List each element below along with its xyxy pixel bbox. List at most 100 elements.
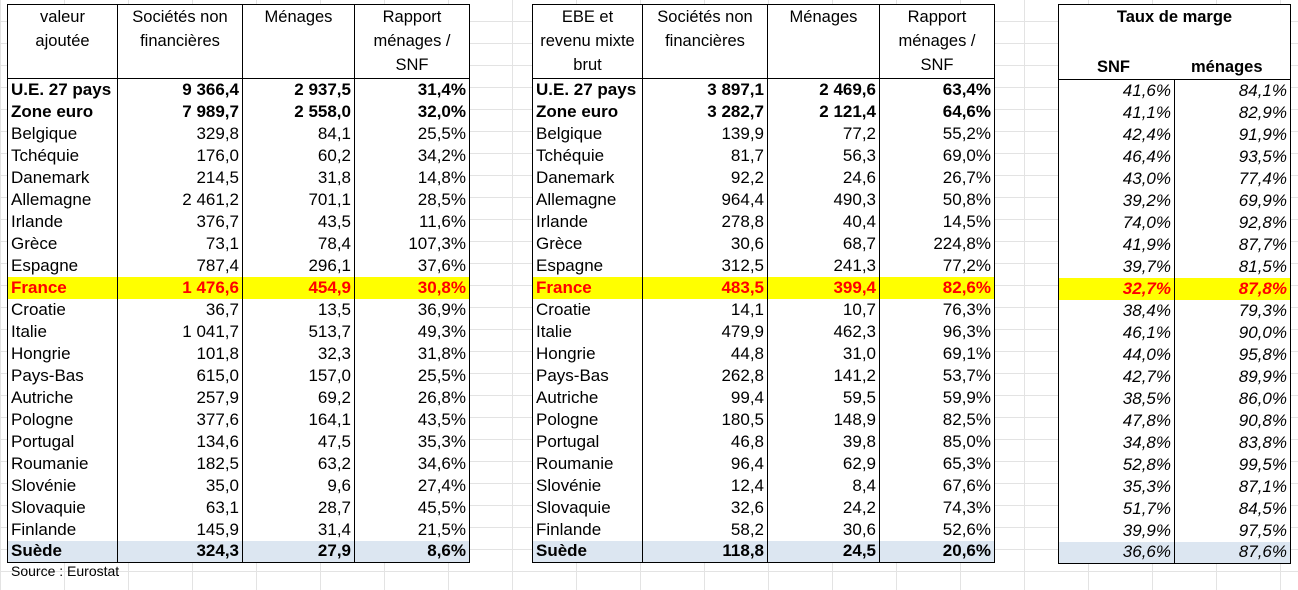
menages-cell: 24,5 xyxy=(767,540,880,563)
snf-cell: 2 461,2 xyxy=(117,188,243,211)
snf-cell: 14,1 xyxy=(642,298,768,321)
snf-rate-cell: 46,4% xyxy=(1058,145,1175,168)
rapport-cell: 224,8% xyxy=(879,232,995,255)
snf-cell: 3 897,1 xyxy=(642,78,768,101)
rapport-cell: 37,6% xyxy=(354,254,470,277)
table-row: Roumanie 182,5 63,2 34,6% xyxy=(7,452,470,475)
menages-cell: 2 121,4 xyxy=(767,100,880,123)
table-row: Suède 118,8 24,5 20,6% xyxy=(532,540,995,563)
snf-rate-cell: 43,0% xyxy=(1058,167,1175,190)
snf-cell: 9 366,4 xyxy=(117,78,243,101)
snf-cell: 44,8 xyxy=(642,342,768,365)
rapport-cell: 34,6% xyxy=(354,452,470,475)
menages-cell: 296,1 xyxy=(242,254,355,277)
menages-cell: 47,5 xyxy=(242,430,355,453)
rapport-cell: 82,6% xyxy=(879,276,995,299)
table-row: Roumanie 96,4 62,9 65,3% xyxy=(532,452,995,475)
table-row: Slovaquie 32,6 24,2 74,3% xyxy=(532,496,995,519)
rapport-cell: 32,0% xyxy=(354,100,470,123)
snf-cell: 81,7 xyxy=(642,144,768,167)
rapport-cell: 63,4% xyxy=(879,78,995,101)
menages-rate-cell: 97,5% xyxy=(1174,519,1291,542)
rapport-cell: 76,3% xyxy=(879,298,995,321)
table-row: Tchéquie 81,7 56,3 69,0% xyxy=(532,144,995,167)
country-cell: Grèce xyxy=(532,232,643,255)
snf-cell: 36,7 xyxy=(117,298,243,321)
country-cell: Pologne xyxy=(7,408,118,431)
rapport-cell: 69,1% xyxy=(879,342,995,365)
rapport-cell: 69,0% xyxy=(879,144,995,167)
rapport-cell: 14,8% xyxy=(354,166,470,189)
snf-cell: 32,6 xyxy=(642,496,768,519)
menages-cell: 84,1 xyxy=(242,122,355,145)
snf-cell: 101,8 xyxy=(117,342,243,365)
rapport-cell: 49,3% xyxy=(354,320,470,343)
country-cell: Finlande xyxy=(532,518,643,541)
country-cell: Pays-Bas xyxy=(532,364,643,387)
snf-cell: 35,0 xyxy=(117,474,243,497)
snf-cell: 63,1 xyxy=(117,496,243,519)
table-row: Danemark 214,5 31,8 14,8% xyxy=(7,166,470,189)
table-row: Pays-Bas 262,8 141,2 53,7% xyxy=(532,364,995,387)
rapport-cell: 27,4% xyxy=(354,474,470,497)
rapport-cell: 25,5% xyxy=(354,364,470,387)
snf-rate-cell: 39,9% xyxy=(1058,519,1175,542)
table-row: Slovénie 12,4 8,4 67,6% xyxy=(532,474,995,497)
country-cell: Slovénie xyxy=(7,474,118,497)
rapport-cell: 14,5% xyxy=(879,210,995,233)
menages-cell: 56,3 xyxy=(767,144,880,167)
country-cell: Suède xyxy=(532,540,643,563)
snf-cell: 262,8 xyxy=(642,364,768,387)
rapport-cell: 59,9% xyxy=(879,386,995,409)
table-row: Belgique 139,9 77,2 55,2% xyxy=(532,122,995,145)
snf-cell: 278,8 xyxy=(642,210,768,233)
snf-cell: 134,6 xyxy=(117,430,243,453)
table-row: Finlande 58,2 30,6 52,6% xyxy=(532,518,995,541)
country-cell: Autriche xyxy=(532,386,643,409)
country-cell: Zone euro xyxy=(532,100,643,123)
value-added-table: valeur ajoutée Sociétés non financières … xyxy=(7,4,470,563)
menages-rate-cell: 87,6% xyxy=(1174,541,1291,564)
table-row: Irlande 278,8 40,4 14,5% xyxy=(532,210,995,233)
country-cell: France xyxy=(532,276,643,299)
menages-rate-cell: 81,5% xyxy=(1174,255,1291,278)
snf-rate-cell: 42,7% xyxy=(1058,365,1175,388)
menages-cell: 39,8 xyxy=(767,430,880,453)
table-row: U.E. 27 pays 3 897,1 2 469,6 63,4% xyxy=(532,78,995,101)
menages-rate-cell: 87,8% xyxy=(1174,277,1291,300)
value-added-header-row: valeur ajoutée Sociétés non financières … xyxy=(7,4,470,79)
rapport-cell: 53,7% xyxy=(879,364,995,387)
menages-cell: 8,4 xyxy=(767,474,880,497)
country-cell: Autriche xyxy=(7,386,118,409)
table-row: Autriche 257,9 69,2 26,8% xyxy=(7,386,470,409)
rapport-cell: 11,6% xyxy=(354,210,470,233)
rapport-cell: 26,8% xyxy=(354,386,470,409)
snf-rate-cell: 41,9% xyxy=(1058,233,1175,256)
table-row: Pologne 377,6 164,1 43,5% xyxy=(7,408,470,431)
table-row: 39,9% 97,5% xyxy=(1058,519,1291,542)
menages-cell: 399,4 xyxy=(767,276,880,299)
rapport-cell: 55,2% xyxy=(879,122,995,145)
rapport-cell: 26,7% xyxy=(879,166,995,189)
snf-cell: 479,9 xyxy=(642,320,768,343)
header-menages: ménages xyxy=(1191,58,1263,76)
table-row: Hongrie 44,8 31,0 69,1% xyxy=(532,342,995,365)
menages-rate-cell: 87,7% xyxy=(1174,233,1291,256)
table-row: Slovénie 35,0 9,6 27,4% xyxy=(7,474,470,497)
table-row: Allemagne 2 461,2 701,1 28,5% xyxy=(7,188,470,211)
snf-rate-cell: 41,6% xyxy=(1058,79,1175,102)
table-row: Zone euro 3 282,7 2 121,4 64,6% xyxy=(532,100,995,123)
menages-cell: 164,1 xyxy=(242,408,355,431)
table-row: 46,1% 90,0% xyxy=(1058,321,1291,344)
menages-cell: 31,0 xyxy=(767,342,880,365)
snf-rate-cell: 74,0% xyxy=(1058,211,1175,234)
rapport-cell: 64,6% xyxy=(879,100,995,123)
header-snf: Sociétés non financières xyxy=(117,4,243,79)
table-row: Danemark 92,2 24,6 26,7% xyxy=(532,166,995,189)
menages-cell: 31,8 xyxy=(242,166,355,189)
rapport-cell: 67,6% xyxy=(879,474,995,497)
country-cell: Zone euro xyxy=(7,100,118,123)
menages-cell: 2 937,5 xyxy=(242,78,355,101)
margin-rate-title: Taux de marge xyxy=(1116,8,1233,26)
country-cell: Portugal xyxy=(7,430,118,453)
